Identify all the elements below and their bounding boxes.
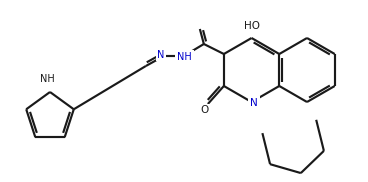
Text: NH: NH xyxy=(40,74,54,84)
Text: O: O xyxy=(201,105,209,115)
Text: HO: HO xyxy=(244,21,259,31)
Text: N: N xyxy=(250,98,258,108)
Text: NH: NH xyxy=(177,52,192,62)
Text: N: N xyxy=(158,50,165,60)
